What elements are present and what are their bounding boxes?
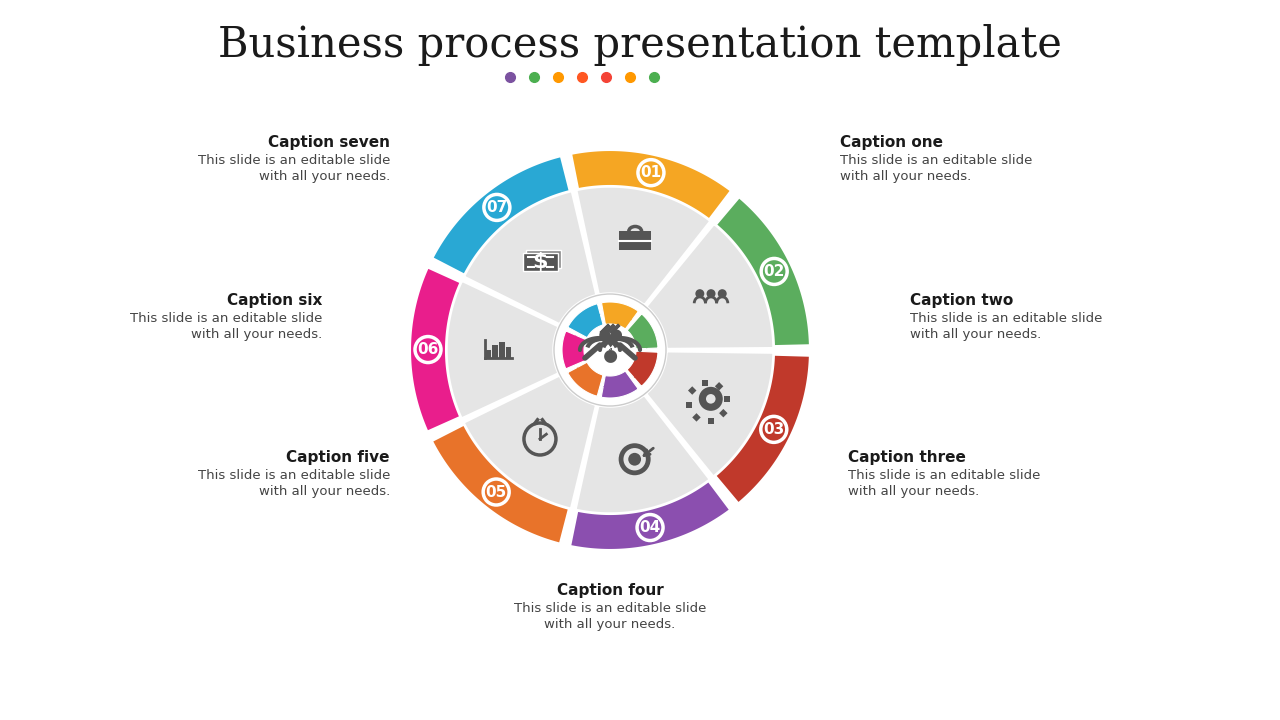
Text: 07: 07 [486,200,507,215]
Bar [723,396,730,402]
Text: Caption seven: Caption seven [268,135,390,150]
Text: This slide is an editable slide: This slide is an editable slide [197,154,390,167]
Circle shape [760,416,787,442]
Polygon shape [567,362,603,396]
Circle shape [695,289,704,298]
Circle shape [718,289,727,298]
Text: 05: 05 [485,485,507,500]
Polygon shape [716,197,810,346]
Circle shape [628,453,641,466]
Circle shape [484,194,509,220]
Text: ⊗: ⊗ [611,347,612,351]
Bar [708,418,714,424]
Text: with all your needs.: with all your needs. [910,328,1041,341]
Polygon shape [431,425,568,544]
Polygon shape [716,355,810,503]
Polygon shape [445,280,559,419]
Polygon shape [463,374,596,510]
Bar [714,382,723,390]
Text: This slide is an editable slide: This slide is an editable slide [840,154,1033,167]
Polygon shape [562,331,586,369]
Polygon shape [627,314,658,349]
Circle shape [699,387,723,411]
Polygon shape [433,156,570,274]
Polygon shape [627,351,658,386]
Circle shape [554,294,666,406]
Text: 02: 02 [763,264,785,279]
Text: This slide is an editable slide: This slide is an editable slide [910,312,1102,325]
Bar [506,347,512,358]
Text: with all your needs.: with all your needs. [840,170,972,183]
Text: Caption three: Caption three [849,450,966,465]
Text: Caption four: Caption four [557,583,663,598]
Text: This slide is an editable slide: This slide is an editable slide [197,469,390,482]
Circle shape [762,258,787,284]
Bar [686,402,691,408]
Text: $: $ [532,252,548,272]
Text: 04: 04 [640,520,660,535]
Text: 01: 01 [640,165,662,180]
Text: ❣: ❣ [591,328,628,372]
Bar [499,342,504,358]
Circle shape [637,515,663,541]
Text: with all your needs.: with all your needs. [544,618,676,631]
Bar [687,387,696,395]
Bar [620,231,652,251]
Bar [526,251,561,268]
Polygon shape [645,223,774,349]
Text: This slide is an editable slide: This slide is an editable slide [849,469,1041,482]
Bar [692,413,700,422]
Text: with all your needs.: with all your needs. [259,170,390,183]
Text: 06: 06 [417,342,439,357]
Polygon shape [568,304,603,338]
Text: with all your needs.: with all your needs. [191,328,323,341]
Bar [522,253,558,271]
Polygon shape [463,190,596,325]
Circle shape [618,444,650,475]
Text: Caption five: Caption five [287,450,390,465]
Text: with all your needs.: with all your needs. [259,485,390,498]
Text: Caption one: Caption one [840,135,943,150]
Circle shape [415,336,442,363]
Polygon shape [602,302,639,329]
Text: This slide is an editable slide: This slide is an editable slide [129,312,323,325]
Polygon shape [645,351,774,477]
Polygon shape [576,186,712,306]
Bar [493,345,498,358]
Polygon shape [571,150,731,220]
Text: Caption two: Caption two [910,293,1014,308]
Text: with all your needs.: with all your needs. [849,485,979,498]
Bar [485,350,492,358]
Circle shape [707,394,716,404]
Text: This slide is an editable slide: This slide is an editable slide [513,602,707,615]
Circle shape [483,479,509,505]
Text: Business process presentation template: Business process presentation template [218,24,1062,66]
Circle shape [637,160,664,186]
Circle shape [707,289,716,298]
Polygon shape [575,395,710,514]
Polygon shape [570,481,730,550]
Polygon shape [410,268,461,431]
Circle shape [623,448,646,470]
Text: 03: 03 [763,422,785,437]
Text: Caption six: Caption six [227,293,323,308]
Bar [719,409,727,418]
Polygon shape [602,371,639,398]
Bar [701,380,708,386]
